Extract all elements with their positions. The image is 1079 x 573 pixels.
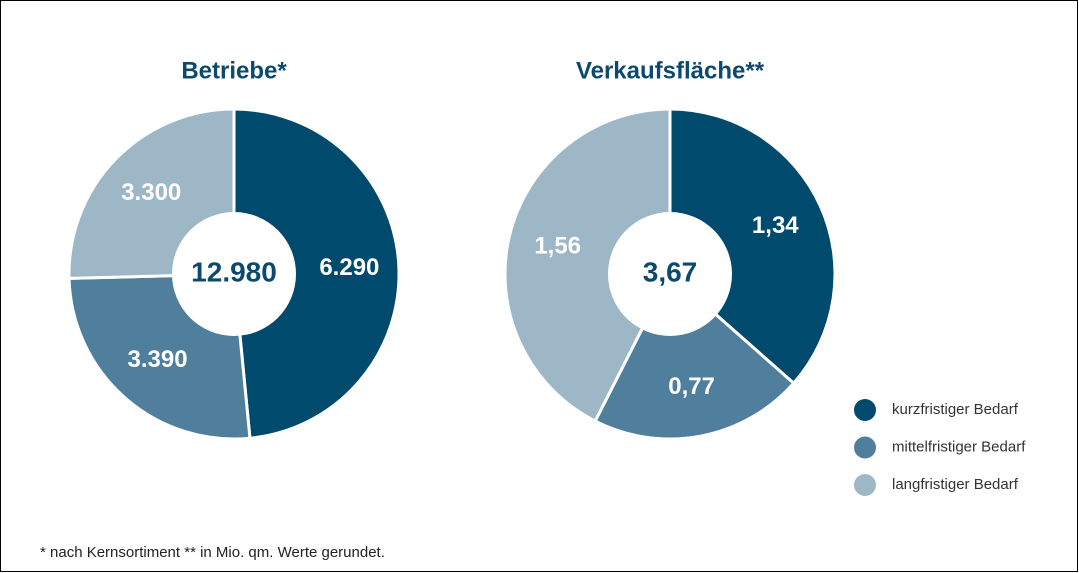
legend-swatch	[854, 436, 876, 459]
donut-hole	[172, 212, 296, 336]
legend-swatch	[854, 474, 876, 496]
value-label: 1,56	[534, 232, 581, 259]
footnote: * nach Kernsortiment ** in Mio. qm. Wert…	[40, 544, 385, 561]
value-label: 6.290	[319, 254, 379, 281]
segment	[668, 107, 837, 386]
chart-title: Betriebe*	[181, 57, 287, 84]
value-label: 3.300	[121, 179, 181, 206]
value-label: 3.390	[127, 346, 187, 373]
value-label: 0,77	[668, 373, 715, 400]
segment	[503, 107, 672, 424]
center-label: 12.980	[191, 256, 277, 287]
value-label: 1,34	[752, 212, 799, 239]
chart-title: Verkaufsfläche**	[576, 57, 765, 84]
center-label: 3,67	[643, 256, 698, 287]
legend-swatch	[854, 399, 876, 421]
legend-label: langfristiger Bedarf	[892, 476, 1019, 493]
segment	[593, 271, 796, 441]
segment	[232, 107, 401, 440]
legend-label: mittelfristiger Bedarf	[892, 438, 1026, 455]
legend-label: kurzfristiger Bedarf	[892, 401, 1019, 418]
donut-hole	[608, 212, 732, 336]
